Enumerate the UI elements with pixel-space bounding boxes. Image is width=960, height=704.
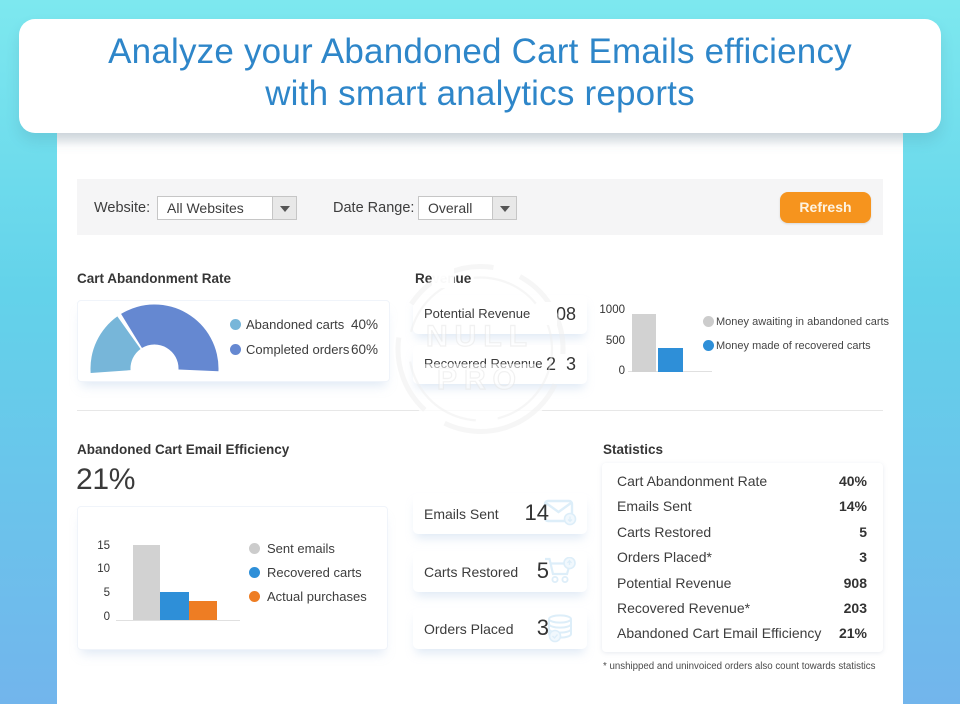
svg-text:NULL: NULL	[426, 320, 534, 353]
